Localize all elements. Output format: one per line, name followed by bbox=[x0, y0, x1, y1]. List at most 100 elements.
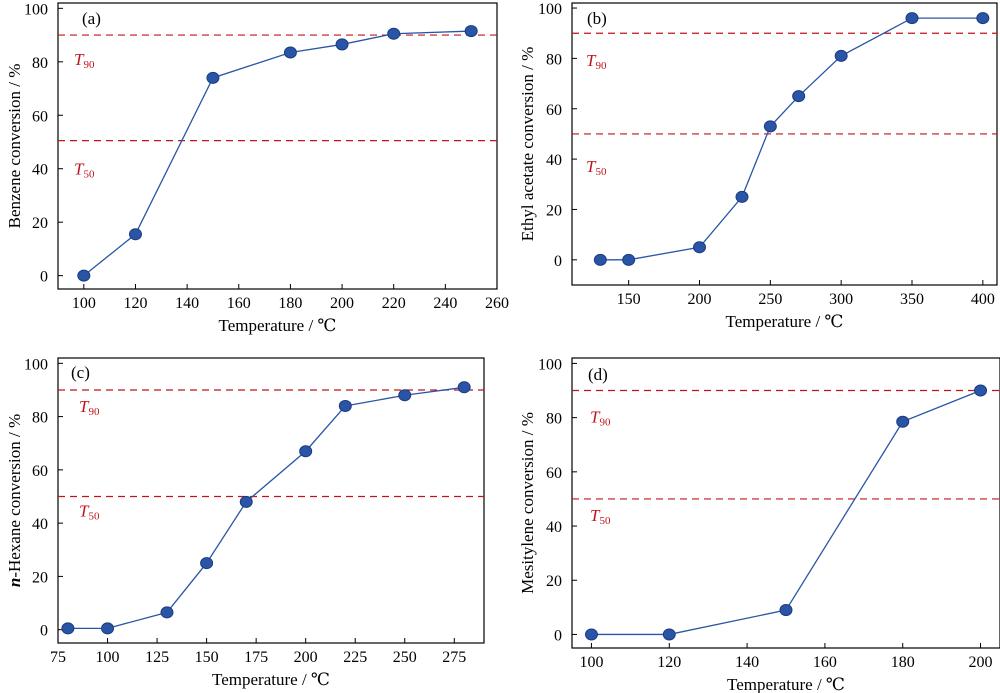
y-tick-label: 40 bbox=[32, 162, 48, 179]
data-point bbox=[662, 628, 676, 641]
y-tick-label: 0 bbox=[554, 627, 562, 644]
y-tick-label: 100 bbox=[24, 1, 48, 18]
data-point bbox=[101, 622, 115, 635]
data-point bbox=[77, 269, 91, 282]
data-point bbox=[763, 120, 777, 133]
y-tick-label: 60 bbox=[546, 102, 562, 119]
data-point bbox=[239, 495, 253, 508]
x-tick-label: 200 bbox=[688, 291, 712, 308]
y-tick-label: 40 bbox=[32, 516, 48, 533]
y-tick-label: 60 bbox=[546, 465, 562, 482]
y-tick-label: 20 bbox=[546, 573, 562, 590]
x-tick-label: 240 bbox=[433, 295, 457, 312]
data-point bbox=[338, 399, 352, 412]
x-tick-label: 140 bbox=[175, 295, 199, 312]
x-axis-label: Temperature / ℃ bbox=[727, 675, 845, 693]
x-tick-label: 120 bbox=[657, 654, 681, 671]
plot-frame bbox=[571, 357, 1000, 649]
x-tick-label: 100 bbox=[579, 654, 603, 671]
series-line bbox=[83, 30, 472, 277]
panel-label: (b) bbox=[587, 9, 607, 28]
x-tick-label: 180 bbox=[278, 295, 302, 312]
y-axis-label: Ethyl acetate conversion / % bbox=[518, 47, 537, 241]
x-tick-label: 200 bbox=[969, 654, 993, 671]
data-point bbox=[457, 381, 471, 394]
x-tick-label: 250 bbox=[758, 291, 782, 308]
reference-label-t90: T90 bbox=[590, 408, 611, 429]
series-line bbox=[591, 389, 981, 636]
panel-label: (c) bbox=[71, 363, 90, 382]
reference-label-t90: T90 bbox=[74, 50, 95, 71]
x-tick-label: 200 bbox=[294, 649, 318, 666]
y-tick-label: 80 bbox=[32, 55, 48, 72]
data-point bbox=[792, 90, 806, 103]
data-point bbox=[464, 25, 478, 38]
x-tick-label: 400 bbox=[971, 291, 995, 308]
y-tick-label: 40 bbox=[546, 152, 562, 169]
reference-label-t50: T50 bbox=[74, 160, 95, 181]
data-point bbox=[622, 253, 636, 266]
x-tick-label: 100 bbox=[72, 295, 96, 312]
y-tick-label: 80 bbox=[546, 51, 562, 68]
reference-label-t50: T50 bbox=[586, 157, 607, 178]
y-tick-label: 80 bbox=[32, 410, 48, 427]
x-axis-label: Temperature / ℃ bbox=[212, 670, 330, 689]
y-tick-label: 60 bbox=[32, 463, 48, 480]
plot-frame bbox=[571, 2, 998, 286]
data-point bbox=[299, 445, 313, 458]
y-tick-label: 0 bbox=[40, 269, 48, 286]
data-point bbox=[974, 384, 988, 397]
plot-frame bbox=[57, 357, 485, 644]
x-tick-label: 275 bbox=[442, 649, 466, 666]
data-point bbox=[593, 253, 607, 266]
x-tick-label: 160 bbox=[227, 295, 251, 312]
chart-panel-c: 75 100 125 150 175 200 225 250 275 0 20 40 60 80 100 T9… bbox=[5, 356, 485, 689]
y-axis-label: Benzene conversion / % bbox=[5, 64, 24, 229]
data-point bbox=[128, 228, 142, 241]
x-tick-label: 75 bbox=[50, 649, 66, 666]
data-point bbox=[335, 38, 349, 51]
chart-panel-d: 100 120 140 160 180 200 0 20 40 60 80 100 T90 T50 (d) T… bbox=[518, 356, 1000, 693]
y-axis-label: n-Hexane conversion / % bbox=[5, 414, 24, 587]
y-tick-label: 60 bbox=[32, 108, 48, 125]
series-line bbox=[67, 386, 465, 630]
x-tick-label: 220 bbox=[382, 295, 406, 312]
panel-label: (d) bbox=[588, 365, 608, 384]
reference-label-t50: T50 bbox=[79, 502, 100, 523]
data-point bbox=[200, 557, 214, 570]
y-tick-label: 100 bbox=[538, 1, 562, 18]
y-tick-label: 80 bbox=[546, 411, 562, 428]
y-tick-label: 20 bbox=[32, 215, 48, 232]
reference-label-t90: T90 bbox=[586, 51, 607, 72]
y-tick-label: 20 bbox=[32, 569, 48, 586]
x-tick-label: 300 bbox=[829, 291, 853, 308]
data-point bbox=[834, 49, 848, 62]
data-point bbox=[896, 415, 910, 428]
y-tick-label: 0 bbox=[40, 623, 48, 640]
x-tick-label: 180 bbox=[891, 654, 915, 671]
series-line bbox=[600, 17, 983, 261]
data-point bbox=[206, 71, 220, 84]
y-tick-label: 40 bbox=[546, 519, 562, 536]
data-point bbox=[387, 27, 401, 40]
data-point bbox=[160, 606, 174, 619]
y-tick-label: 20 bbox=[546, 202, 562, 219]
data-point bbox=[283, 46, 297, 59]
x-tick-label: 260 bbox=[485, 295, 509, 312]
chart-panel-b: 150 200 250 300 350 400 0 20 40 60 80 100 T90 T50 (b) T… bbox=[518, 1, 998, 331]
chart-panel-a: 100 120 140 160 180 200 220 240 260 0 20 40 60 80 100 T… bbox=[5, 1, 509, 335]
x-axis-label: Temperature / ℃ bbox=[726, 312, 844, 331]
y-axis-label: Mesitylene conversion / % bbox=[518, 412, 537, 594]
x-tick-label: 150 bbox=[617, 291, 641, 308]
y-tick-label: 100 bbox=[538, 356, 562, 373]
panel-label: (a) bbox=[82, 9, 101, 28]
x-tick-label: 160 bbox=[813, 654, 837, 671]
data-point bbox=[584, 628, 598, 641]
data-point bbox=[779, 604, 793, 617]
data-point bbox=[693, 241, 706, 254]
x-tick-label: 120 bbox=[123, 295, 147, 312]
y-tick-label: 100 bbox=[24, 356, 48, 373]
x-tick-label: 200 bbox=[330, 295, 354, 312]
reference-label-t90: T90 bbox=[79, 397, 100, 418]
